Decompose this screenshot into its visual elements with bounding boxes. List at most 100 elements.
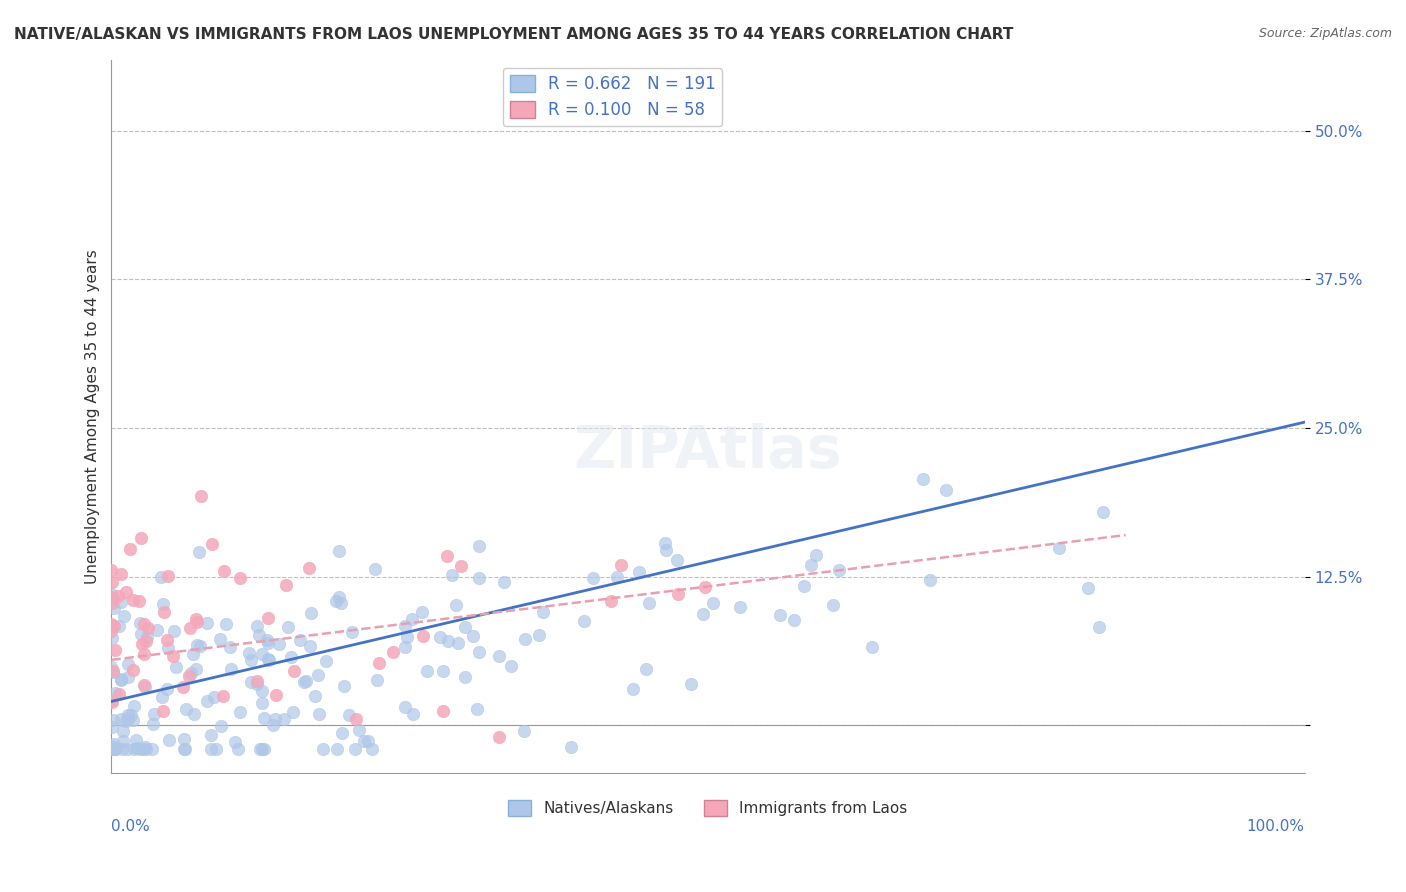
Point <box>104 742 127 756</box>
Legend: Natives/Alaskans, Immigrants from Laos: Natives/Alaskans, Immigrants from Laos <box>502 794 914 822</box>
Point <box>152 598 174 612</box>
Point <box>467 539 489 553</box>
Point <box>304 689 326 703</box>
Point <box>638 596 661 610</box>
Point <box>432 664 454 678</box>
Point <box>274 578 297 592</box>
Point <box>117 708 139 723</box>
Point <box>172 680 194 694</box>
Point <box>165 660 187 674</box>
Point <box>531 605 554 619</box>
Point <box>122 742 145 756</box>
Point <box>395 631 418 645</box>
Point <box>252 683 274 698</box>
Point <box>204 742 226 756</box>
Point <box>292 675 315 690</box>
Text: Source: ZipAtlas.com: Source: ZipAtlas.com <box>1258 27 1392 40</box>
Point <box>769 607 792 622</box>
Point <box>488 648 510 663</box>
Point <box>100 587 122 601</box>
Point <box>621 682 644 697</box>
Point <box>288 633 311 648</box>
Point <box>560 739 582 754</box>
Point <box>131 637 153 651</box>
Point <box>935 483 957 498</box>
Point <box>134 616 156 631</box>
Point <box>173 742 195 756</box>
Point <box>129 742 152 756</box>
Point <box>152 704 174 718</box>
Point <box>110 672 132 686</box>
Point <box>103 619 125 633</box>
Point <box>136 621 159 635</box>
Point <box>129 627 152 641</box>
Point <box>142 717 165 731</box>
Point <box>101 596 124 610</box>
Point <box>600 594 623 608</box>
Point <box>104 642 127 657</box>
Point <box>122 713 145 727</box>
Point <box>702 596 724 610</box>
Point <box>494 575 516 590</box>
Point <box>209 632 232 646</box>
Point <box>180 666 202 681</box>
Point <box>918 573 941 587</box>
Point <box>201 537 224 551</box>
Point <box>269 637 291 651</box>
Point <box>262 717 284 731</box>
Point <box>143 706 166 721</box>
Point <box>100 617 122 632</box>
Point <box>246 673 269 688</box>
Point <box>325 593 347 607</box>
Point <box>120 708 142 723</box>
Point <box>100 739 122 753</box>
Point <box>440 567 463 582</box>
Point <box>224 735 246 749</box>
Point <box>101 713 124 727</box>
Point <box>330 725 353 739</box>
Point <box>366 673 388 688</box>
Point <box>107 619 129 633</box>
Point <box>101 721 124 735</box>
Point <box>150 570 173 584</box>
Point <box>103 601 125 615</box>
Point <box>229 571 252 585</box>
Point <box>100 563 122 577</box>
Point <box>101 665 124 679</box>
Point <box>437 633 460 648</box>
Point <box>110 742 132 756</box>
Point <box>349 723 371 737</box>
Point <box>1088 620 1111 634</box>
Point <box>264 688 287 702</box>
Point <box>412 629 434 643</box>
Point <box>273 712 295 726</box>
Point <box>162 624 184 639</box>
Point <box>100 660 122 674</box>
Point <box>450 559 472 574</box>
Point <box>132 648 155 662</box>
Point <box>257 635 280 649</box>
Point <box>461 629 484 643</box>
Point <box>429 630 451 644</box>
Point <box>468 571 491 585</box>
Point <box>436 549 458 563</box>
Point <box>912 472 935 486</box>
Point <box>101 631 124 645</box>
Point <box>101 665 124 679</box>
Point <box>468 645 491 659</box>
Point <box>112 734 135 748</box>
Point <box>134 680 156 694</box>
Point <box>605 570 627 584</box>
Point <box>186 612 208 626</box>
Point <box>411 605 433 619</box>
Point <box>344 712 367 726</box>
Point <box>330 596 353 610</box>
Point <box>156 569 179 583</box>
Point <box>239 653 262 667</box>
Point <box>394 640 416 654</box>
Point <box>100 742 122 756</box>
Point <box>108 687 131 701</box>
Point <box>281 705 304 719</box>
Point <box>212 689 235 703</box>
Point <box>432 704 454 718</box>
